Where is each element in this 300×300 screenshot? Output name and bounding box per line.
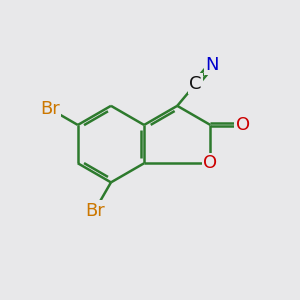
Text: N: N — [205, 56, 218, 74]
Text: C: C — [190, 75, 202, 93]
Text: O: O — [203, 154, 218, 172]
Text: O: O — [236, 116, 250, 134]
Text: Br: Br — [40, 100, 59, 118]
Text: Br: Br — [85, 202, 105, 220]
